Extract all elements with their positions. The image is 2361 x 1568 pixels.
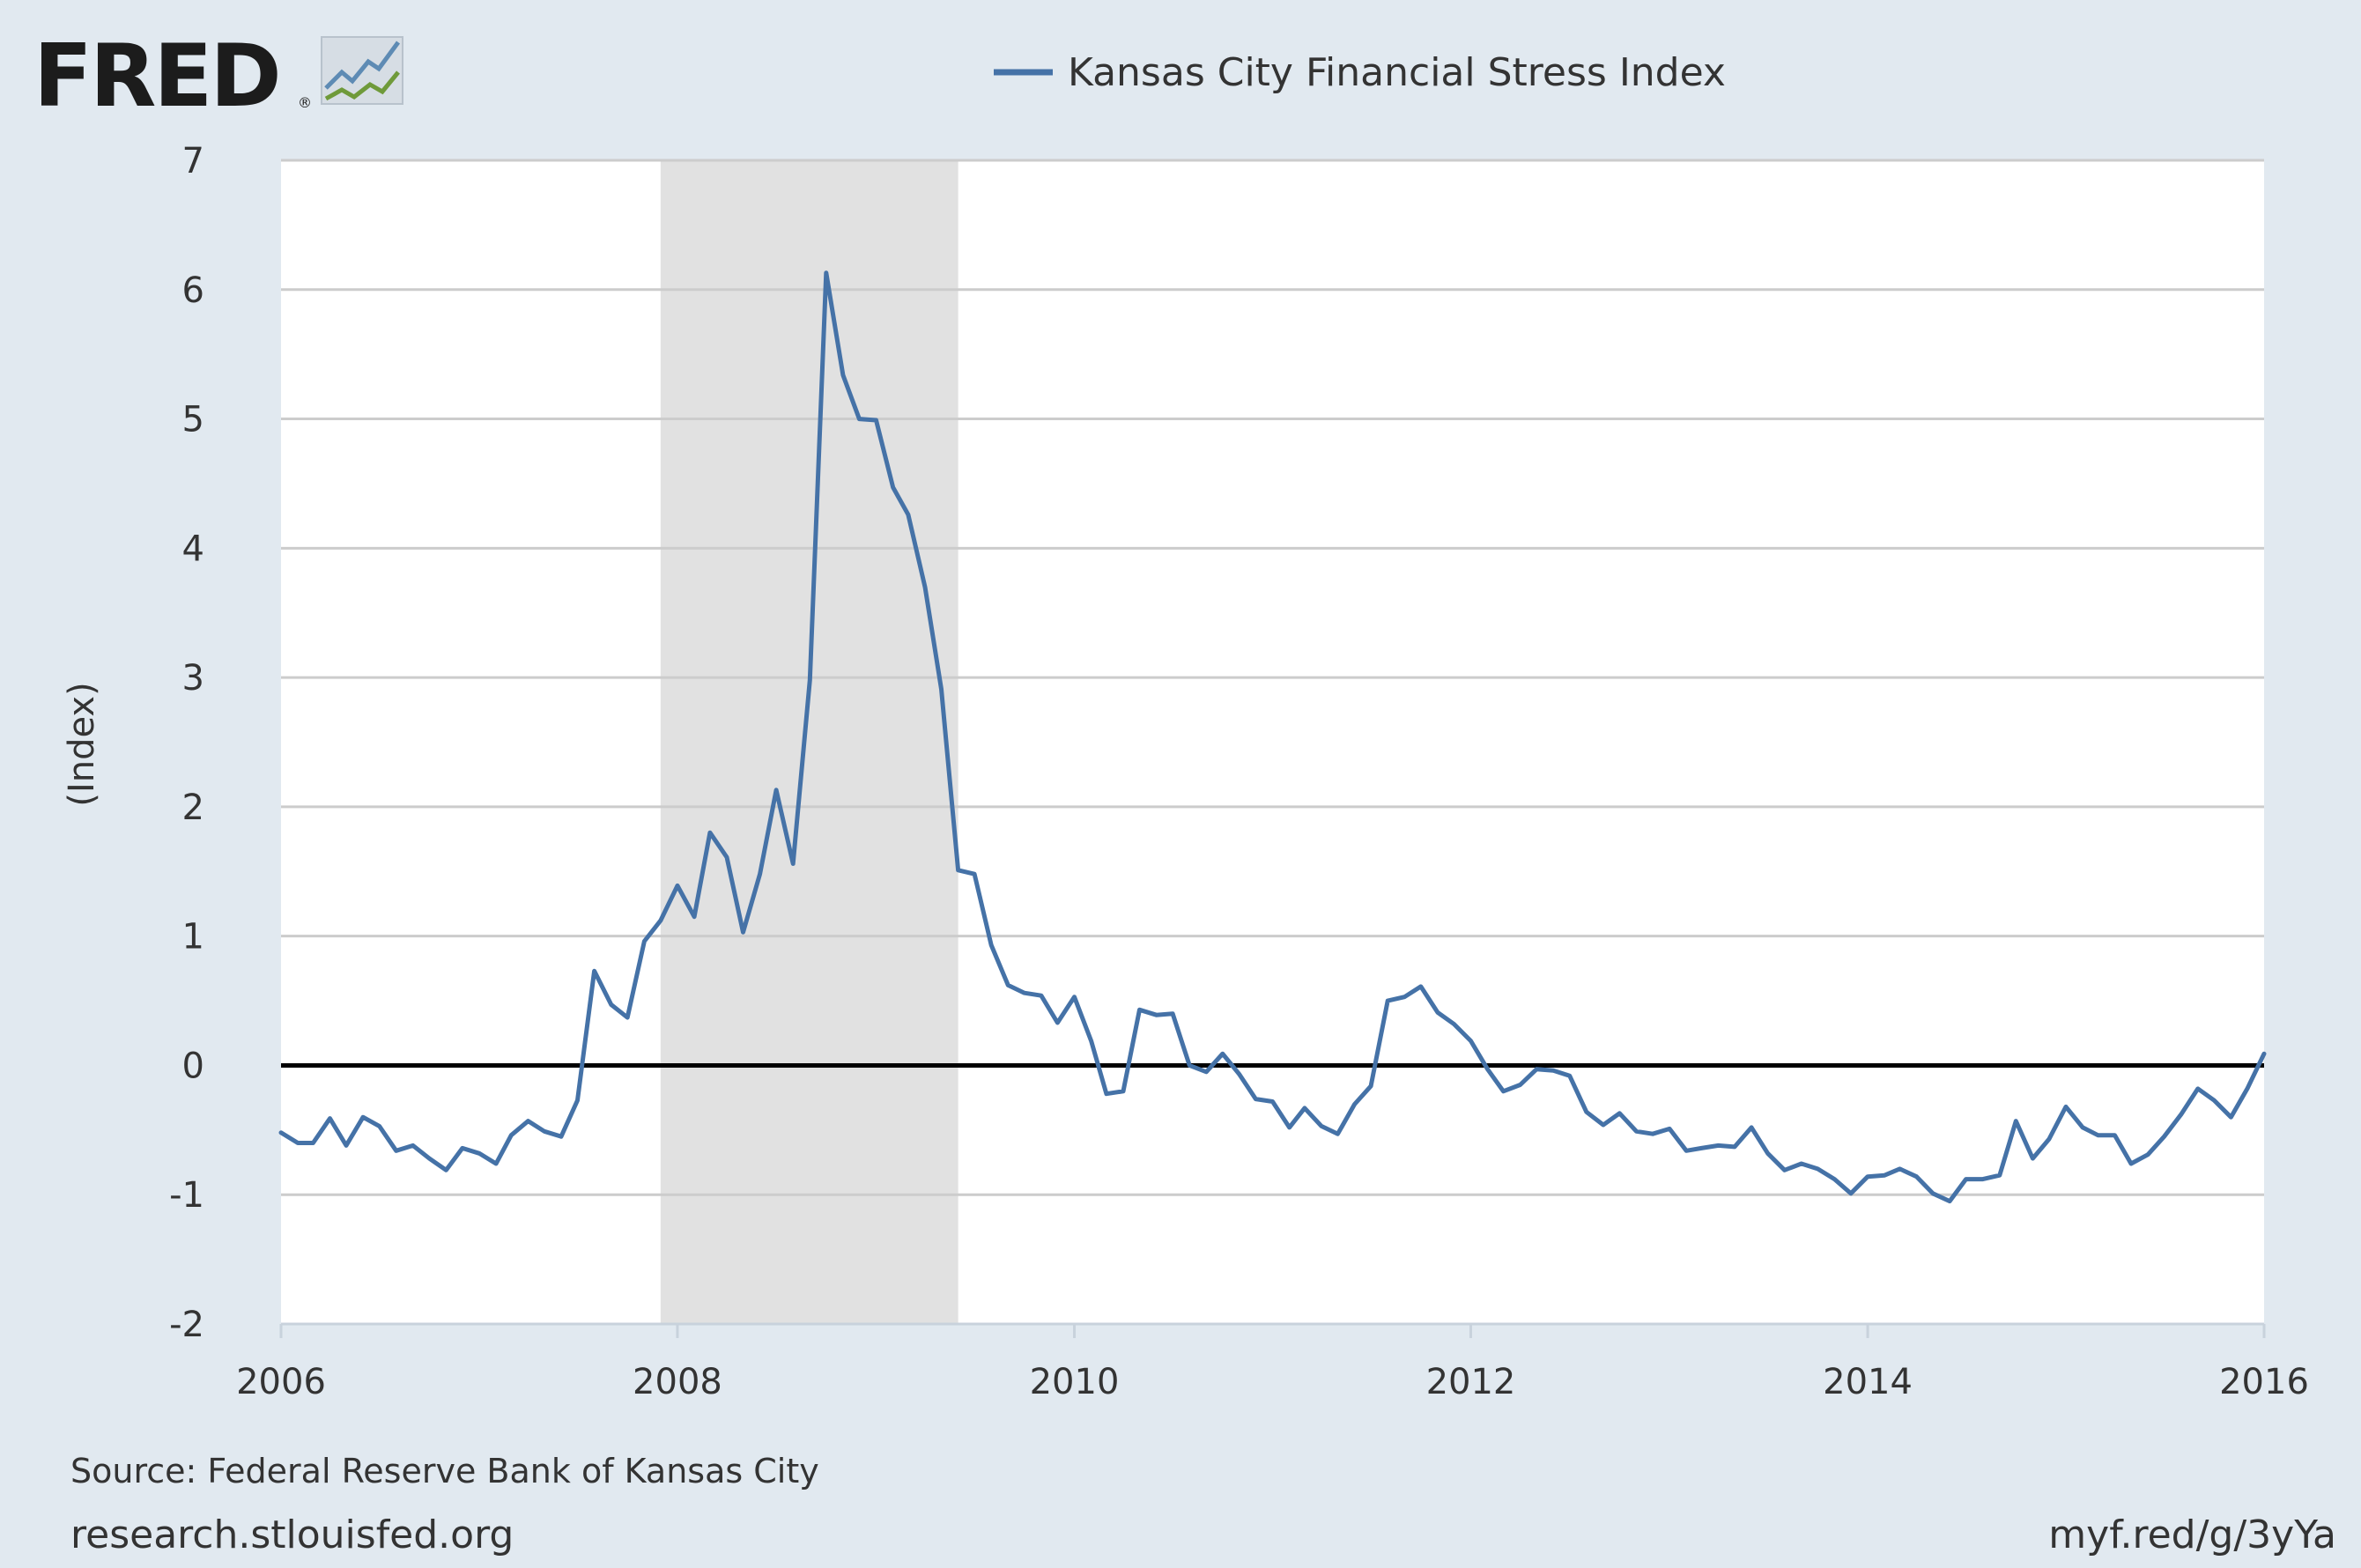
y-tick-label: 1 (182, 917, 204, 958)
fred-logo-text: FRED (33, 26, 279, 127)
y-tick-label: 6 (182, 270, 204, 311)
y-tick-label: 2 (182, 788, 204, 828)
y-tick-label: 5 (182, 400, 204, 440)
y-axis-ticks: -2 -1 0 1 2 3 4 5 6 7 (169, 141, 204, 1345)
fred-logo[interactable]: FRED ® (33, 26, 403, 127)
fred-logo-registered-mark: ® (298, 94, 312, 111)
y-tick-label: 0 (182, 1046, 204, 1086)
x-tick-label: 2010 (1030, 1362, 1120, 1402)
y-tick-label: 3 (182, 658, 204, 699)
y-tick-label: 7 (182, 141, 204, 181)
x-tick-label: 2008 (633, 1362, 722, 1402)
site-link[interactable]: research.stlouisfed.org (70, 1513, 514, 1557)
plot-area: 2006 2008 2010 2012 2014 2016 -2 -1 0 1 2 3 4 5 6 7 (169, 141, 2309, 1402)
y-tick-label: -2 (169, 1305, 204, 1345)
legend-series-label: Kansas City Financial Stress Index (1068, 50, 1726, 95)
y-tick-label: -1 (169, 1175, 204, 1216)
x-tick-label: 2014 (1823, 1362, 1913, 1402)
source-note: Source: Federal Reserve Bank of Kansas C… (70, 1452, 819, 1490)
fred-logo-chart-icon (321, 36, 403, 105)
x-tick-label: 2016 (2219, 1362, 2309, 1402)
y-tick-label: 4 (182, 529, 204, 569)
x-tick-label: 2012 (1426, 1362, 1516, 1402)
x-axis-ticks: 2006 2008 2010 2012 2014 2016 (236, 1324, 2309, 1402)
short-link[interactable]: myf.red/g/3yYa (2048, 1513, 2336, 1557)
series-line-kcfsi (278, 270, 2267, 1204)
x-tick-label: 2006 (236, 1362, 326, 1402)
chart-legend: Kansas City Financial Stress Index (994, 50, 1726, 95)
y-axis-title: (Index) (62, 682, 102, 806)
plot-background (281, 160, 2264, 1324)
recession-shading (660, 160, 958, 1324)
